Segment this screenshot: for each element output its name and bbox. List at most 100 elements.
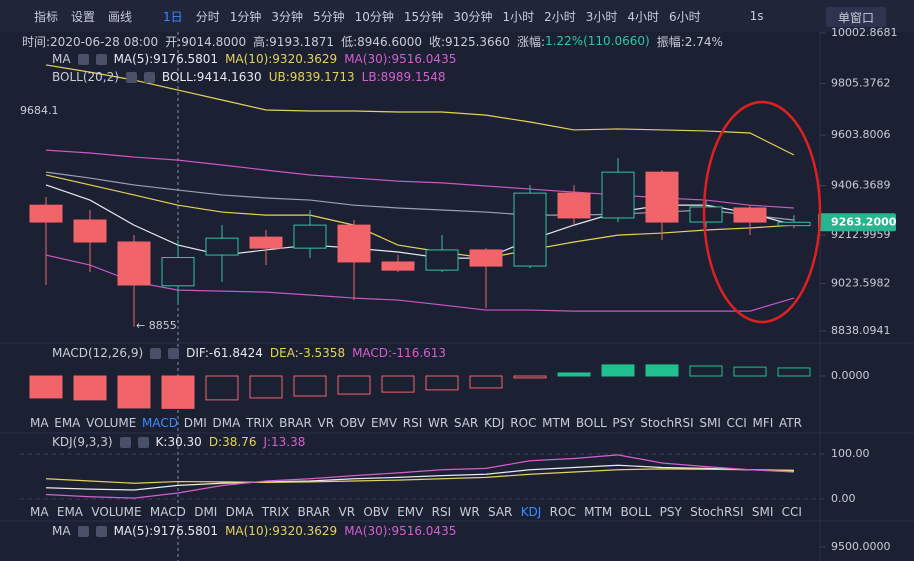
indicator-tab[interactable]: DMI (183, 416, 207, 430)
indicator-tab[interactable]: CCI (726, 416, 747, 430)
period[interactable]: 1分钟 (229, 9, 262, 24)
refresh[interactable]: 1s (749, 9, 764, 23)
indicator-tab[interactable]: OBV (339, 416, 366, 430)
period[interactable]: 15分钟 (403, 9, 444, 24)
period[interactable]: 5分钟 (312, 9, 345, 24)
indicator-tab[interactable]: VOLUME (91, 505, 142, 519)
macd-bar (337, 375, 371, 395)
indicator-tab[interactable]: RSI (431, 505, 452, 519)
indicator-tab[interactable]: DMA (212, 416, 241, 430)
window-select[interactable]: 单窗口 (826, 7, 886, 27)
period[interactable]: 6小时 (669, 9, 701, 24)
info: 时间:2020-06-28 08:00 (22, 34, 159, 49)
indicator-tab[interactable]: StochRSI (640, 416, 694, 430)
indicator-tab[interactable]: EMA (56, 505, 84, 519)
indicator-tab[interactable]: MACD (142, 416, 179, 430)
indicator-tab[interactable]: CCI (781, 505, 802, 519)
period[interactable]: 10分钟 (354, 9, 394, 24)
indicator-tab[interactable]: SMI (699, 416, 721, 430)
indicator-tab[interactable]: ROC (510, 416, 537, 430)
period[interactable]: 2小时 (544, 9, 576, 24)
candle-body (513, 192, 547, 267)
y-tick-label: 0.0000 (831, 369, 870, 382)
y-tick-label: 8838.0941 (831, 324, 891, 337)
indicator-tab[interactable]: SAR (453, 416, 479, 430)
interval[interactable]: 1日 (163, 9, 183, 24)
indicator-tab[interactable]: StochRSI (690, 505, 744, 519)
period[interactable]: 30分钟 (453, 9, 493, 24)
indicator-line (45, 171, 795, 221)
indicator-tab[interactable]: SAR (487, 505, 513, 519)
indicator-tabs: MA EMA VOLUME MACD DMI DMA TRIX BRAR VR OBV EMV RSI… (30, 415, 802, 431)
indicator-tab[interactable]: MTM (584, 505, 613, 519)
indicator-tab[interactable]: VR (317, 416, 335, 430)
period[interactable]: 4小时 (627, 9, 660, 24)
macd-bar (733, 366, 767, 377)
indicator-tab[interactable]: BRAR (279, 416, 312, 430)
y-tick-label: 9500.0000 (831, 540, 891, 553)
indicator-tab[interactable]: PSY (612, 416, 635, 430)
indicator-line (45, 254, 795, 312)
indicator-tab[interactable]: DMI (194, 505, 218, 519)
info: 振幅:2.74% (656, 34, 723, 49)
indicator-tab[interactable]: WR (459, 505, 480, 519)
indicator-tab[interactable]: TRIX (246, 416, 274, 430)
indicator-tab[interactable]: BRAR (297, 505, 331, 519)
indicator-line (45, 184, 795, 259)
indicator-tab[interactable]: SMI (751, 505, 774, 519)
label: DEA:-3.5358 (269, 346, 346, 360)
indicator-tab[interactable]: VR (338, 505, 356, 519)
indicator-tab[interactable]: EMV (370, 416, 398, 430)
ma-row: MA MA(5):9176.5801 MA(10):9320.3629 MA(30):… (52, 523, 456, 539)
y-tick-label: 100.00 (831, 447, 870, 460)
annotation: 9684.1 (20, 104, 59, 117)
info: 收:9125.3660 (429, 34, 510, 49)
macd-bar (73, 375, 107, 401)
indicator-tab[interactable]: KDJ (483, 416, 505, 430)
label: MA(10):9320.3629 (225, 524, 338, 538)
period[interactable]: 1小时 (502, 9, 535, 24)
tool[interactable]: 画线 (108, 9, 133, 24)
indicator-tab[interactable]: EMV (397, 505, 424, 519)
macd-bar (161, 375, 195, 409)
label: MACD:-116.613 (352, 346, 447, 360)
indicator-tab[interactable]: BOLL (620, 505, 652, 519)
period[interactable]: 3小时 (585, 9, 618, 24)
indicator-tab[interactable]: MACD (149, 505, 186, 519)
indicator-tab[interactable]: KDJ (520, 505, 542, 519)
period[interactable]: 3分钟 (271, 9, 303, 24)
indicator-tab[interactable]: MTM (542, 416, 571, 430)
label: MA(10):9320.3629 (225, 52, 338, 66)
indicator-tab[interactable]: RSI (402, 416, 423, 430)
indicator-line (45, 174, 795, 259)
y-tick-label: 9805.3762 (831, 77, 891, 90)
boll-row: BOLL(20,2) BOLL:9414.1630 UB:9839.1713 LB:8… (52, 69, 446, 85)
window-label: 单窗口 (837, 10, 874, 25)
indicator-tab[interactable]: WR (427, 416, 449, 430)
indicator-tab[interactable]: ROC (549, 505, 576, 519)
indicator-tab[interactable]: TRIX (261, 505, 290, 519)
macd-row: MACD(12,26,9) DIF:-61.8424 DEA:-3.5358 MACD… (52, 345, 446, 361)
tool[interactable]: 指标 (34, 9, 59, 24)
period[interactable]: 分时 (195, 9, 220, 24)
indicator-tab[interactable]: BOLL (575, 416, 607, 430)
annotation: ← 8855 (136, 319, 177, 332)
indicator-tab[interactable]: PSY (659, 505, 682, 519)
indicator-tab[interactable]: DMA (225, 505, 254, 519)
candle-body (337, 224, 371, 263)
last-price-tag (818, 213, 896, 232)
indicator-tab[interactable]: OBV (363, 505, 389, 519)
tool[interactable]: 设置 (71, 9, 96, 24)
indicator-tab[interactable]: EMA (54, 416, 81, 430)
indicator-tab[interactable]: VOLUME (86, 416, 137, 430)
indicator-tab[interactable]: MA (30, 416, 49, 430)
label: J:13.38 (263, 435, 306, 449)
indicator-tab[interactable]: MFI (752, 416, 774, 430)
info: 低:8946.6000 (341, 34, 422, 49)
macd-bar (777, 367, 811, 377)
indicator-tab[interactable]: MA (30, 505, 49, 519)
candle-body (117, 241, 151, 286)
indicator-tab[interactable]: ATR (779, 416, 802, 430)
label: KDJ(9,3,3) (52, 435, 113, 449)
